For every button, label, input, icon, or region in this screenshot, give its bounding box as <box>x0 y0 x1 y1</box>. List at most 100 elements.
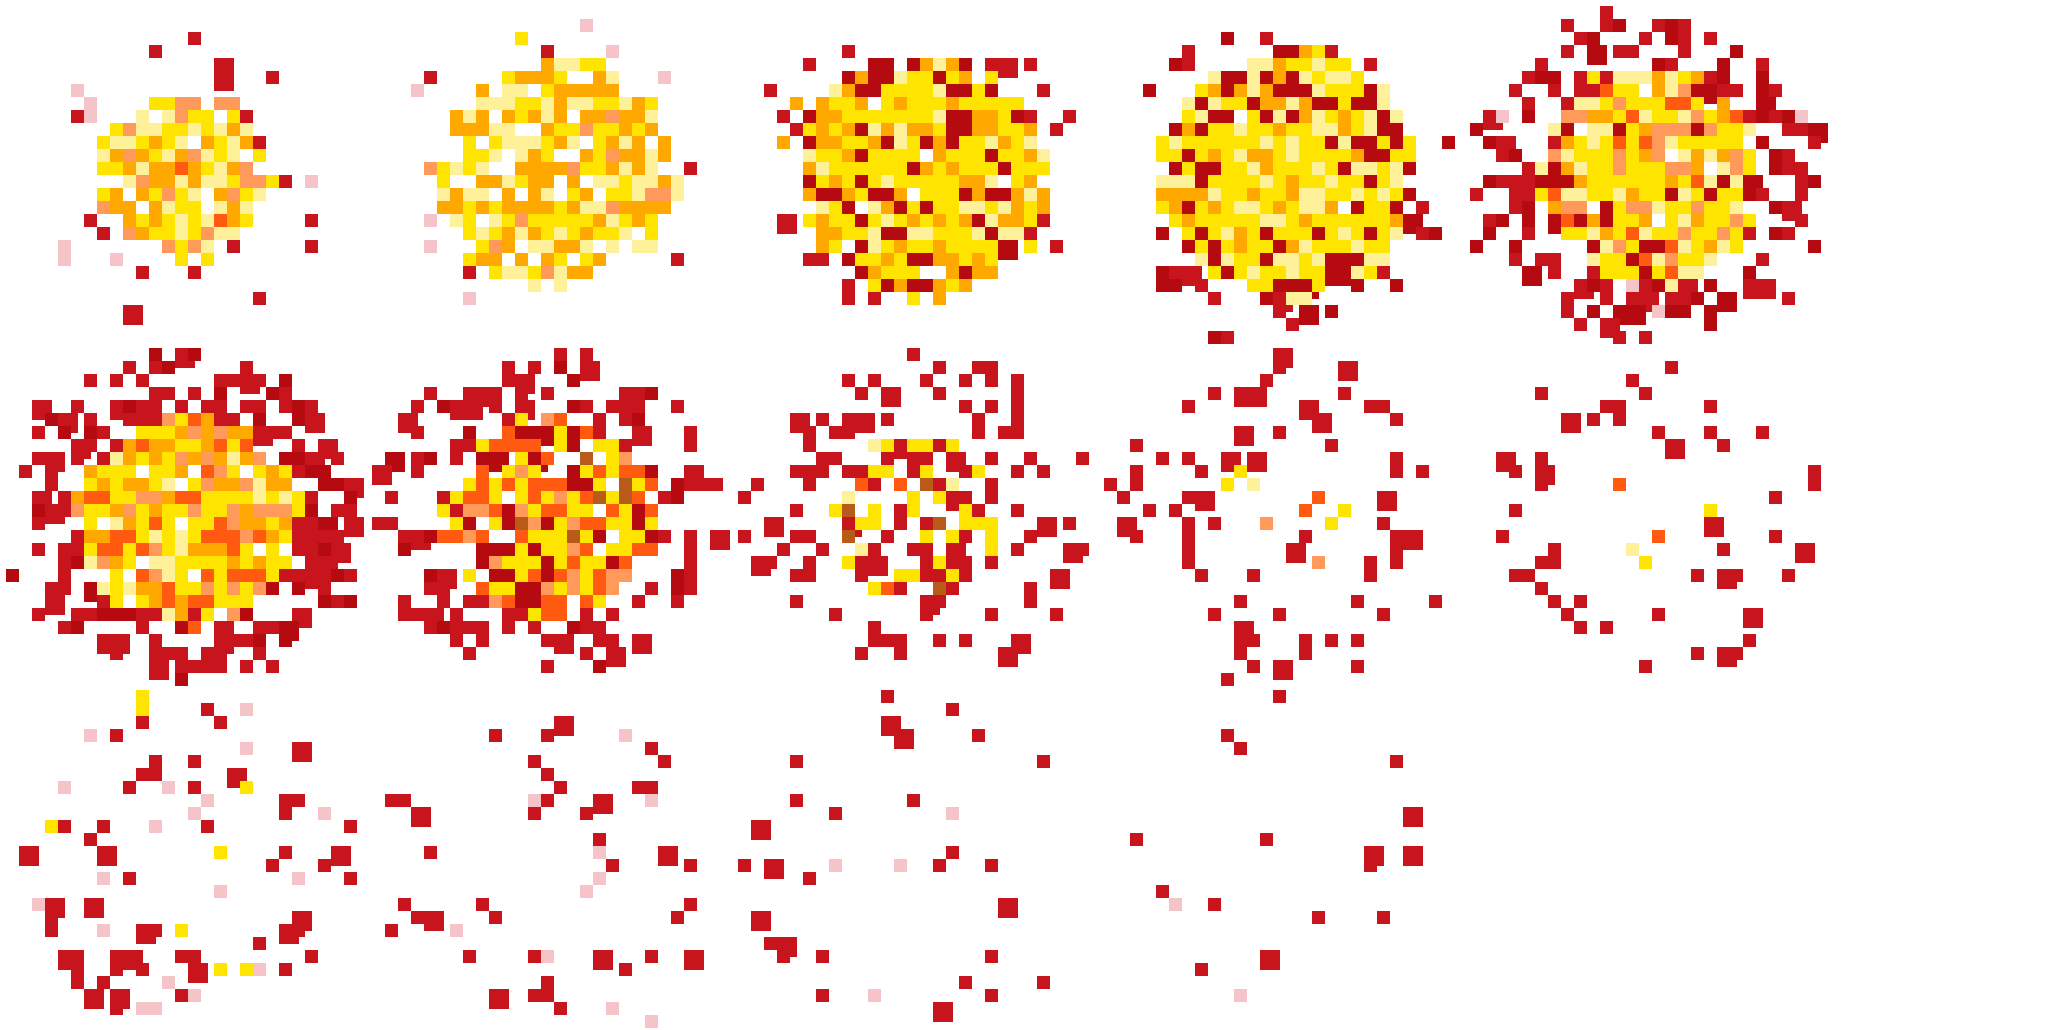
explosion-pixel <box>1182 556 1195 569</box>
explosion-pixel <box>1613 162 1626 175</box>
explosion-pixel <box>1639 279 1652 292</box>
explosion-pixel <box>619 729 632 742</box>
explosion-pixel <box>97 491 110 504</box>
explosion-pixel <box>1364 859 1377 872</box>
explosion-pixel <box>1221 110 1234 123</box>
explosion-pixel <box>32 898 45 911</box>
explosion-pixel <box>1260 240 1273 253</box>
explosion-pixel <box>580 647 593 660</box>
explosion-pixel <box>985 400 998 413</box>
explosion-pixel <box>162 582 175 595</box>
explosion-pixel <box>1312 123 1325 136</box>
explosion-pixel <box>1299 214 1312 227</box>
explosion-pixel <box>1730 201 1743 214</box>
explosion-pixel <box>881 240 894 253</box>
explosion-pixel <box>580 426 593 439</box>
explosion-pixel <box>149 387 162 400</box>
explosion-pixel <box>175 924 188 937</box>
explosion-pixel <box>424 582 437 595</box>
explosion-pixel <box>1522 266 1542 286</box>
explosion-pixel <box>985 162 998 175</box>
explosion-pixel <box>123 556 136 569</box>
explosion-pixel <box>1717 240 1730 253</box>
explosion-pixel <box>1247 452 1267 472</box>
explosion-pixel <box>697 478 710 491</box>
explosion-pixel <box>1011 214 1024 227</box>
explosion-pixel <box>450 162 463 175</box>
explosion-pixel <box>1626 266 1639 279</box>
explosion-pixel <box>240 175 253 188</box>
explosion-pixel <box>1756 71 1769 84</box>
explosion-pixel <box>1522 97 1535 110</box>
explosion-pixel <box>541 149 554 162</box>
explosion-pixel <box>1247 136 1260 149</box>
explosion-pixel <box>1247 279 1260 292</box>
explosion-pixel <box>149 227 162 240</box>
explosion-pixel <box>1247 478 1260 491</box>
explosion-pixel <box>1587 110 1600 123</box>
explosion-pixel <box>842 292 855 305</box>
explosion-pixel <box>684 439 697 452</box>
explosion-pixel <box>998 136 1011 149</box>
explosion-pixel <box>554 582 567 595</box>
explosion-pixel <box>227 149 240 162</box>
explosion-pixel <box>751 478 764 491</box>
explosion-pixel <box>162 517 175 530</box>
explosion-pixel <box>1587 32 1600 45</box>
explosion-pixel <box>214 162 227 175</box>
explosion-pixel <box>580 266 593 279</box>
explosion-pixel <box>305 214 318 227</box>
explosion-pixel <box>175 136 188 149</box>
explosion-pixel <box>58 582 71 595</box>
explosion-pixel <box>606 491 619 504</box>
explosion-frame-6 <box>6 348 366 688</box>
explosion-pixel <box>1587 305 1600 318</box>
explosion-pixel <box>567 439 580 452</box>
explosion-pixel <box>175 530 188 543</box>
explosion-pixel <box>816 214 829 227</box>
explosion-pixel <box>842 110 855 123</box>
explosion-pixel <box>188 491 201 504</box>
explosion-pixel <box>1769 227 1782 240</box>
explosion-pixel <box>1600 84 1613 97</box>
explosion-pixel <box>1390 465 1403 478</box>
explosion-pixel <box>1743 110 1756 123</box>
explosion-pixel <box>489 227 502 240</box>
explosion-pixel <box>463 201 476 214</box>
explosion-pixel <box>437 595 450 608</box>
explosion-pixel <box>201 162 214 175</box>
explosion-pixel <box>136 110 149 123</box>
explosion-pixel <box>476 253 489 266</box>
explosion-pixel <box>515 175 528 188</box>
explosion-pixel <box>1351 149 1364 162</box>
explosion-pixel <box>907 71 920 84</box>
explosion-pixel <box>201 426 214 439</box>
explosion-pixel <box>1743 149 1756 162</box>
explosion-pixel <box>1743 608 1763 628</box>
explosion-pixel <box>567 491 580 504</box>
explosion-pixel <box>580 452 593 465</box>
explosion-pixel <box>790 794 803 807</box>
explosion-pixel <box>1704 426 1717 439</box>
explosion-pixel <box>855 556 868 569</box>
explosion-pixel <box>868 71 881 84</box>
explosion-pixel <box>1704 201 1717 214</box>
explosion-pixel <box>253 556 266 569</box>
explosion-pixel <box>175 201 188 214</box>
explosion-pixel <box>1169 504 1182 517</box>
explosion-pixel <box>1260 71 1273 84</box>
explosion-pixel <box>541 413 554 426</box>
explosion-pixel <box>201 504 214 517</box>
explosion-pixel <box>411 452 424 465</box>
explosion-pixel <box>881 175 894 188</box>
explosion-pixel <box>816 413 829 426</box>
explosion-pixel <box>580 582 593 595</box>
explosion-pixel <box>816 452 829 465</box>
explosion-pixel <box>855 413 875 433</box>
explosion-pixel <box>829 188 842 201</box>
explosion-pixel <box>175 556 188 569</box>
explosion-pixel <box>240 504 253 517</box>
explosion-pixel <box>175 240 188 253</box>
explosion-pixel <box>554 266 567 279</box>
explosion-pixel <box>162 123 175 136</box>
